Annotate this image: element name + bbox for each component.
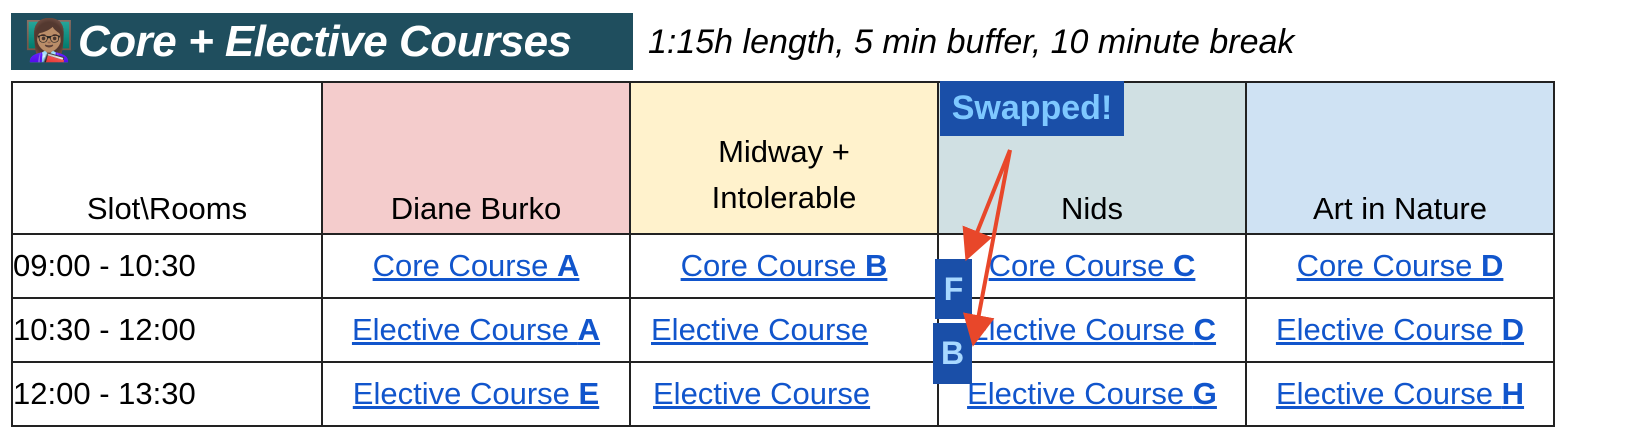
course-link[interactable]: Elective Course D xyxy=(1275,312,1525,347)
course-cell: Core Course D xyxy=(1245,233,1555,299)
corner-header: Slot\Rooms xyxy=(11,81,323,235)
header-row: Slot\Rooms Diane Burko Midway + Intolera… xyxy=(11,81,1555,235)
teacher-emoji-icon: 👩🏽‍🏫 xyxy=(24,18,74,64)
course-cell: Elective Course G xyxy=(937,361,1247,427)
course-link[interactable]: Elective Course H xyxy=(1275,376,1525,411)
table-row: 09:00 - 10:30 Core Course A Core Course … xyxy=(11,233,1555,299)
slot-label: 12:00 - 13:30 xyxy=(11,361,323,427)
course-link[interactable]: Elective Course xyxy=(651,312,869,347)
room-header-midway-intolerable: Midway + Intolerable xyxy=(629,81,939,235)
course-cell: Elective Course H xyxy=(1245,361,1555,427)
swapped-letter-f[interactable]: F xyxy=(935,259,972,319)
title-banner: 👩🏽‍🏫 Core + Elective Courses xyxy=(11,13,633,70)
room-name: Nids xyxy=(1060,191,1123,226)
room-header-art-in-nature: Art in Nature xyxy=(1245,81,1555,235)
course-link[interactable]: Elective Course E xyxy=(352,376,600,411)
course-cell: Core Course A xyxy=(321,233,631,299)
slot-label: 09:00 - 10:30 xyxy=(11,233,323,299)
course-cell: Elective Course D xyxy=(1245,297,1555,363)
table-row: 12:00 - 13:30 Elective Course E Elective… xyxy=(11,361,1555,427)
course-link[interactable]: Core Course B xyxy=(680,248,888,283)
slot-label: 10:30 - 12:00 xyxy=(11,297,323,363)
course-cell: Elective Course C xyxy=(937,297,1247,363)
course-cell: Elective Course xyxy=(629,297,939,363)
course-link[interactable]: Core Course C xyxy=(988,248,1196,283)
room-name: Art in Nature xyxy=(1312,191,1487,226)
table-row: 10:30 - 12:00 Elective Course A Elective… xyxy=(11,297,1555,363)
course-cell: Core Course C xyxy=(937,233,1247,299)
course-link[interactable]: Core Course D xyxy=(1296,248,1504,283)
course-cell: Core Course B xyxy=(629,233,939,299)
schedule-table: Slot\Rooms Diane Burko Midway + Intolera… xyxy=(11,81,1555,427)
room-name: Midway + Intolerable xyxy=(711,134,857,215)
room-name: Diane Burko xyxy=(390,191,562,226)
swapped-letter-b[interactable]: B xyxy=(933,323,972,384)
course-link[interactable]: Elective Course G xyxy=(967,376,1217,411)
course-link[interactable]: Elective Course A xyxy=(351,312,601,347)
swapped-annotation-label: Swapped! xyxy=(940,81,1124,136)
course-cell: Elective Course xyxy=(629,361,939,427)
room-header-diane-burko: Diane Burko xyxy=(321,81,631,235)
page-subtitle: 1:15h length, 5 min buffer, 10 minute br… xyxy=(648,23,1295,61)
course-link[interactable]: Elective Course xyxy=(653,376,871,411)
course-link[interactable]: Core Course A xyxy=(372,248,580,283)
course-cell: Elective Course E xyxy=(321,361,631,427)
course-cell: Elective Course A xyxy=(321,297,631,363)
course-link[interactable]: Elective Course C xyxy=(967,312,1217,347)
page-title: Core + Elective Courses xyxy=(78,17,572,66)
